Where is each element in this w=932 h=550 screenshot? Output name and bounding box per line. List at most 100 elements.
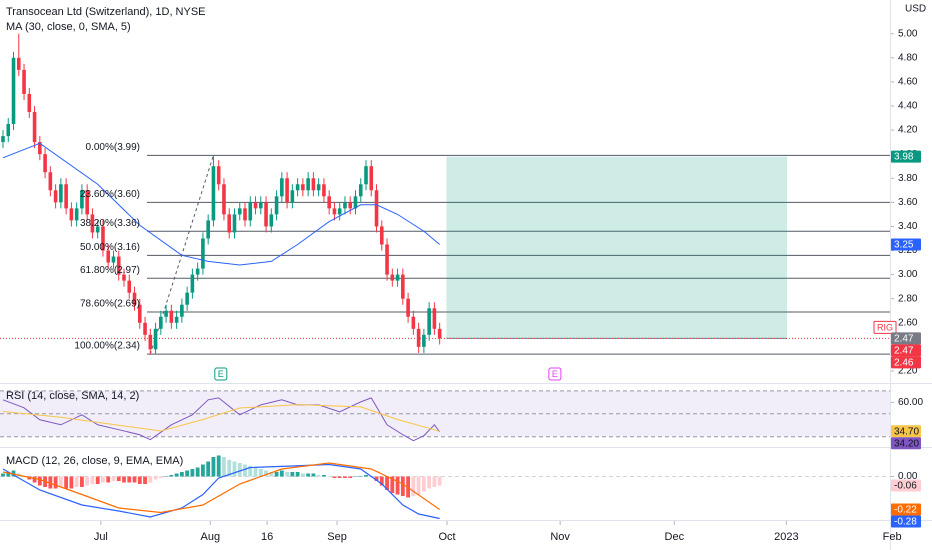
histogram-bar <box>269 472 274 477</box>
y-tick-label: 5.00 <box>898 28 918 39</box>
candle-body <box>343 202 347 209</box>
histogram-bar <box>164 476 168 477</box>
histogram-bar <box>279 470 284 477</box>
histogram-bar <box>411 476 416 496</box>
y-tick-label: 4.20 <box>898 125 918 136</box>
earnings-marker <box>214 367 228 381</box>
candle-body <box>1 136 5 143</box>
price-label-box <box>891 503 921 516</box>
histogram-bar <box>185 470 190 477</box>
price-label-box <box>891 425 921 438</box>
indicator-line <box>2 463 440 520</box>
candle-body <box>143 322 147 335</box>
x-tick-label: Aug <box>200 531 220 543</box>
histogram-bar <box>137 476 142 484</box>
y-tick-label: 3.20 <box>898 245 918 256</box>
histogram-bar <box>90 476 95 484</box>
histogram-bar <box>148 476 153 483</box>
fib-label: 38.20%(3.36) <box>80 218 140 229</box>
price-label: 2.46 <box>894 358 914 369</box>
candle-body <box>74 208 79 221</box>
y-tick-label: 2.60 <box>898 317 918 328</box>
candle-body <box>38 142 42 155</box>
histogram-bar <box>201 464 205 477</box>
candle-body <box>416 328 421 347</box>
indicator-legend: MA (30, close, 0, SMA, 5) <box>6 21 131 33</box>
candle-body <box>153 328 158 350</box>
candle-body <box>159 316 163 329</box>
price-label: -0.28 <box>894 517 917 528</box>
fib-label: 78.60%(2.69) <box>80 299 140 310</box>
candle-body <box>16 57 21 70</box>
candle-body <box>27 93 32 113</box>
candle-body <box>358 184 363 197</box>
candle-body <box>201 238 205 269</box>
histogram-bar <box>111 476 116 481</box>
candle-body <box>85 190 89 215</box>
indicator-line <box>2 142 440 266</box>
candle-body <box>258 202 263 209</box>
histogram-bar <box>85 476 90 486</box>
histogram-bar <box>264 470 268 477</box>
histogram-bar <box>216 455 221 477</box>
symbol-tag: RIG <box>877 322 893 332</box>
candle-body <box>185 292 189 305</box>
x-tick-label: Jul <box>94 531 108 543</box>
price-label-box <box>891 238 921 251</box>
histogram-bar <box>243 464 247 477</box>
histogram-bar <box>437 476 442 486</box>
candle-body <box>116 256 121 275</box>
y-tick-label: 4.40 <box>898 101 918 112</box>
y-tick-label: 3.40 <box>898 221 918 232</box>
earnings-label: E <box>218 369 224 379</box>
currency-label: USD <box>905 4 926 15</box>
plot-layer <box>1 33 442 520</box>
candle-body <box>32 112 37 143</box>
histogram-bar <box>290 472 295 477</box>
price-label-box <box>891 356 921 369</box>
candle-body <box>390 274 395 281</box>
fib-label: 0.00%(3.99) <box>86 142 140 153</box>
histogram-bar <box>27 476 32 480</box>
histogram-bar <box>379 476 384 486</box>
candle-body <box>80 190 84 209</box>
candle-body <box>280 178 284 197</box>
histogram-bar <box>337 476 342 478</box>
price-label-box <box>891 437 921 450</box>
candle-body <box>90 214 95 233</box>
indicator-legend: MACD (12, 26, close, 9, EMA, EMA) <box>6 455 183 467</box>
candle-body <box>374 190 379 227</box>
candle-body <box>285 178 289 203</box>
histogram-bar <box>400 476 405 496</box>
histogram-bar <box>306 473 311 477</box>
candle-body <box>211 166 216 221</box>
x-tick-label: Nov <box>550 531 570 543</box>
background-layer <box>0 33 894 525</box>
candle-body <box>437 328 442 339</box>
histogram-bar <box>285 472 289 477</box>
x-tick-label: Sep <box>327 531 347 543</box>
candle-body <box>406 298 410 317</box>
histogram-bar <box>53 476 58 489</box>
histogram-bar <box>227 460 232 477</box>
indicator-line <box>2 404 440 432</box>
candle-body <box>190 274 195 293</box>
candle-body <box>22 69 26 94</box>
candle-body <box>164 310 168 317</box>
candle-body <box>332 208 337 215</box>
candle-body <box>253 202 258 209</box>
histogram-bar <box>427 476 432 489</box>
histogram-bar <box>80 476 84 487</box>
candle-body <box>269 214 274 227</box>
histogram-bar <box>106 476 111 483</box>
histogram-bar <box>322 475 326 477</box>
candle-body <box>64 184 68 209</box>
histogram-bar <box>127 476 132 483</box>
histogram-bar <box>32 476 37 483</box>
candle-body <box>327 196 331 209</box>
price-label: 3.98 <box>894 152 914 163</box>
candle-body <box>69 208 74 221</box>
price-label: 34.70 <box>894 426 919 437</box>
histogram-bar <box>64 476 69 489</box>
